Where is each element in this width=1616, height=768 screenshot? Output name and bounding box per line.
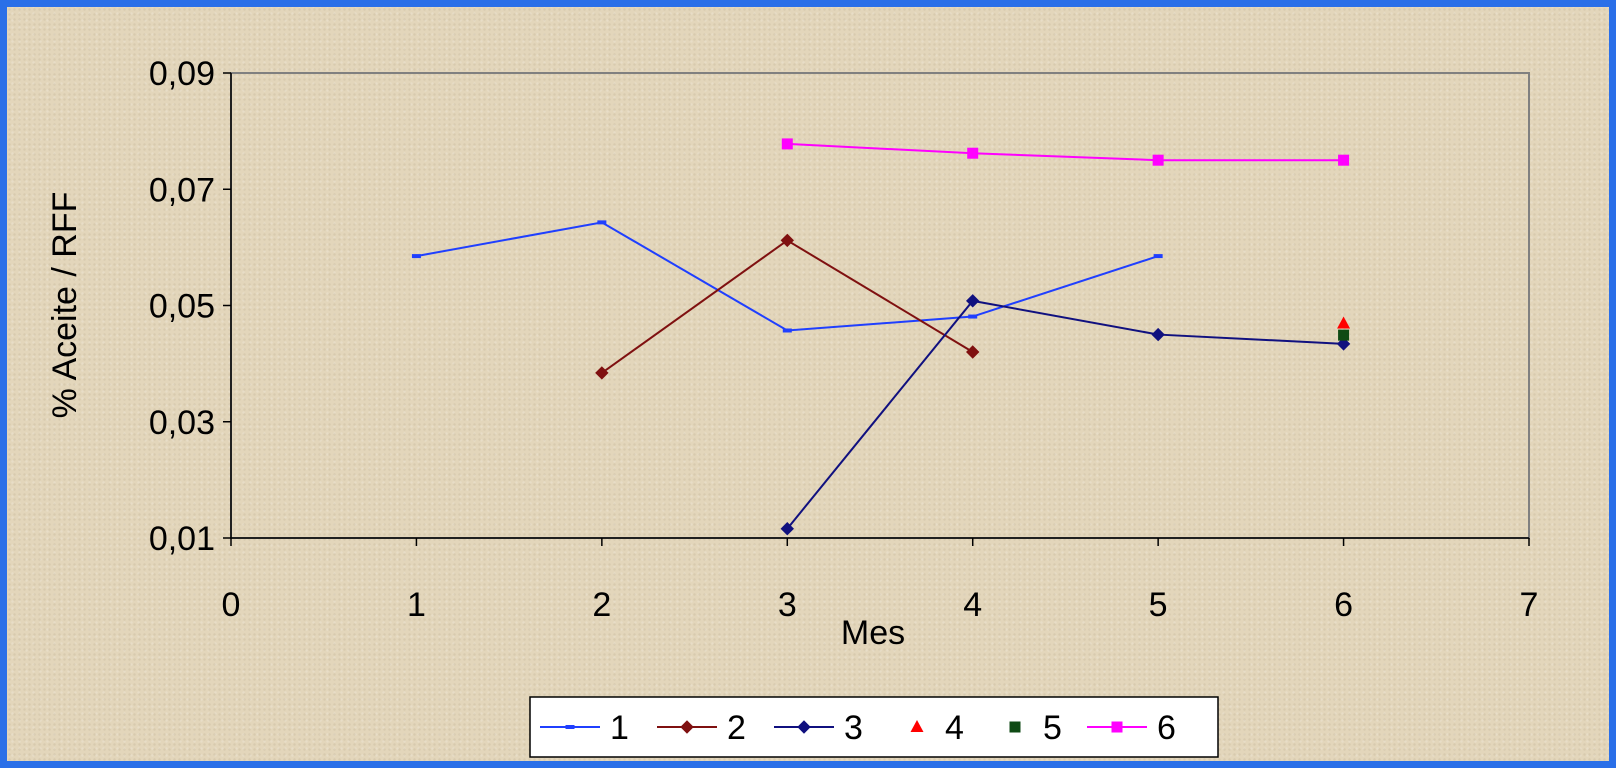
- legend-item-6: 6: [1087, 709, 1176, 747]
- legend-dash-marker: [565, 725, 575, 729]
- series-6-point-square-marker: [1338, 154, 1350, 166]
- legend: 1 2 3 4 5 6: [529, 696, 1219, 758]
- series-2-point-diamond-marker: [595, 366, 609, 380]
- series-2-point-diamond-marker: [966, 345, 980, 359]
- x-tick-label: 5: [1149, 586, 1168, 624]
- series-6-point-square-marker: [967, 147, 979, 159]
- legend-square-marker: [1111, 721, 1123, 733]
- legend-item-4: 4: [910, 709, 964, 747]
- legend-item-1: 1: [540, 709, 629, 747]
- y-tick-label: 0,09: [149, 55, 215, 93]
- axes: 0,01 0,03 0,05 0,07 0,09 0 1 2 3 4 5 6 7: [149, 55, 1539, 624]
- legend-label: 6: [1157, 709, 1176, 747]
- y-tick-label: 0,03: [149, 404, 215, 442]
- series-1-point-dash-marker: [1153, 254, 1163, 259]
- series-1: [411, 220, 1163, 333]
- series-4: [1337, 316, 1351, 329]
- chart-frame: 0,01 0,03 0,05 0,07 0,09 0 1 2 3 4 5 6 7 Mes % Aceit…: [7, 7, 1609, 761]
- series-4-point-triangle-marker: [1337, 316, 1351, 329]
- series-6-point-square-marker: [781, 138, 793, 150]
- series-3-line: [786, 299, 1344, 530]
- legend-label: 2: [727, 709, 746, 747]
- series-1-point-dash-marker: [411, 254, 421, 259]
- series-5: [1338, 329, 1350, 341]
- legend-label: 4: [945, 709, 964, 747]
- y-tick-label: 0,05: [149, 288, 215, 326]
- legend-item-2: 2: [657, 709, 746, 747]
- x-tick-label: 1: [407, 586, 426, 624]
- plot-area: [230, 72, 1530, 539]
- series-1-point-dash-marker: [968, 314, 978, 319]
- legend-item-5: 5: [1009, 709, 1062, 747]
- x-tick-label: 4: [963, 586, 982, 624]
- legend-diamond-marker: [797, 720, 811, 734]
- series-2: [595, 233, 980, 380]
- legend-label: 3: [844, 709, 863, 747]
- legend-label: 1: [610, 709, 629, 747]
- y-tick-label: 0,01: [149, 520, 215, 558]
- x-axis-title: Mes: [841, 614, 905, 652]
- x-tick-label: 7: [1520, 586, 1539, 624]
- series-1-point-dash-marker: [782, 328, 792, 333]
- series-layer: [411, 138, 1351, 536]
- series-6-point-square-marker: [1152, 154, 1164, 166]
- series-6: [781, 138, 1350, 166]
- x-tick-label: 0: [222, 586, 241, 624]
- legend-triangle-marker: [910, 720, 924, 732]
- chart-svg: 0,01 0,03 0,05 0,07 0,09 0 1 2 3 4 5 6 7 Mes % Aceit…: [46, 55, 1539, 758]
- series-5-point-square-marker: [1338, 329, 1350, 341]
- y-axis-title: % Aceite / RFF: [46, 192, 84, 419]
- legend-item-3: 3: [774, 709, 863, 747]
- legend-diamond-marker: [680, 720, 694, 734]
- legend-square-marker: [1009, 721, 1021, 733]
- y-tick-label: 0,07: [149, 171, 215, 209]
- x-tick-label: 6: [1334, 586, 1353, 624]
- x-tick-label: 3: [778, 586, 797, 624]
- series-1-point-dash-marker: [597, 220, 607, 225]
- series-3-point-diamond-marker: [780, 521, 794, 536]
- series-6-line: [787, 142, 1344, 162]
- series-3-point-diamond-marker: [966, 294, 980, 308]
- x-tick-label: 2: [592, 586, 611, 624]
- series-2-line: [601, 239, 974, 374]
- series-3-point-diamond-marker: [1151, 327, 1165, 342]
- legend-items: 1 2 3 4 5 6: [540, 709, 1176, 747]
- series-2-point-diamond-marker: [780, 233, 794, 248]
- series-3-point-diamond-marker: [1336, 337, 1351, 351]
- series-3: [780, 294, 1351, 536]
- legend-label: 5: [1043, 709, 1062, 747]
